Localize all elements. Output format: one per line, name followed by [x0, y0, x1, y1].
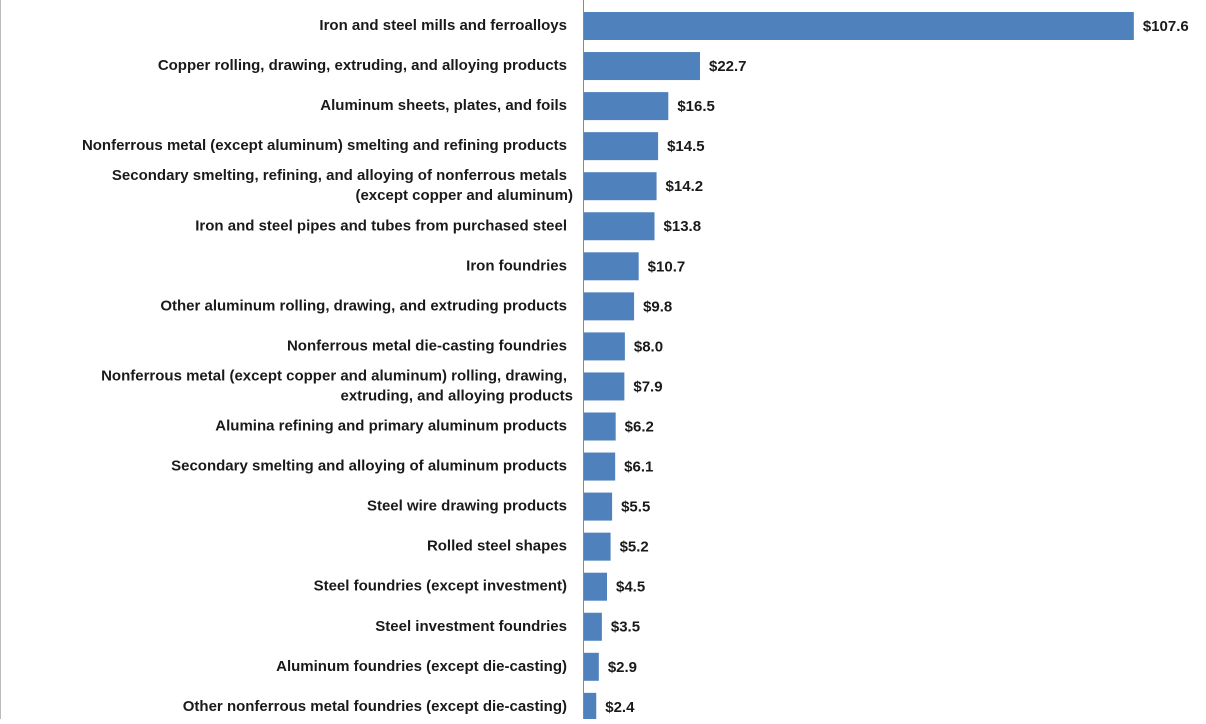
value-label: $8.0 [634, 338, 663, 355]
bar [584, 452, 616, 481]
category-label: Other aluminum rolling, drawing, and ext… [160, 297, 567, 314]
bar [584, 252, 639, 281]
bar [584, 492, 613, 521]
category-label: Alumina refining and primary aluminum pr… [215, 417, 567, 434]
value-label: $6.1 [624, 459, 653, 476]
bar [584, 532, 611, 561]
bar [584, 292, 635, 321]
bar [584, 92, 669, 121]
value-label: $9.8 [643, 298, 672, 315]
bar [584, 172, 657, 201]
category-label: Iron and steel pipes and tubes from purc… [195, 217, 567, 234]
bar [584, 332, 625, 361]
value-label: $7.9 [633, 378, 662, 395]
category-label: Aluminum foundries (except die-casting) [276, 658, 567, 675]
bar [584, 652, 599, 681]
value-label: $16.5 [677, 98, 715, 115]
category-label: Nonferrous metal (except aluminum) smelt… [82, 137, 567, 154]
category-label: Iron foundries [466, 257, 567, 274]
bar [584, 412, 616, 441]
bar [584, 212, 655, 241]
category-label: Iron and steel mills and ferroalloys [319, 17, 567, 34]
category-label: Steel wire drawing products [367, 498, 567, 515]
category-label: Other nonferrous metal foundries (except… [183, 698, 567, 715]
category-label: Nonferrous metal die-casting foundries [287, 337, 567, 354]
category-label: Copper rolling, drawing, extruding, and … [158, 57, 567, 74]
value-label: $2.4 [605, 699, 635, 716]
value-label: $3.5 [611, 619, 640, 636]
value-label: $6.2 [625, 418, 654, 435]
bar [584, 52, 700, 81]
value-label: $2.9 [608, 659, 637, 676]
value-label: $107.6 [1143, 18, 1189, 35]
value-label: $22.7 [709, 58, 747, 75]
value-label: $5.2 [620, 539, 649, 556]
category-label: Secondary smelting, refining, and alloyi… [112, 167, 573, 204]
category-label: Aluminum sheets, plates, and foils [320, 97, 567, 114]
value-label: $4.5 [616, 579, 645, 596]
bar [584, 612, 602, 641]
bar [584, 372, 625, 401]
category-label: Steel investment foundries [375, 618, 567, 635]
bar [584, 12, 1134, 40]
value-label: $13.8 [664, 218, 702, 235]
value-label: $5.5 [621, 499, 650, 516]
bar [584, 692, 597, 721]
category-label: Secondary smelting and alloying of alumi… [171, 458, 567, 475]
value-label: $14.2 [666, 178, 704, 195]
value-label: $10.7 [648, 258, 686, 275]
bar [584, 572, 607, 601]
category-label: Steel foundries (except investment) [314, 578, 567, 595]
bar [584, 132, 659, 161]
value-label: $14.5 [667, 138, 705, 155]
category-label: Rolled steel shapes [427, 538, 567, 555]
category-label: Nonferrous metal (except copper and alum… [101, 367, 573, 404]
